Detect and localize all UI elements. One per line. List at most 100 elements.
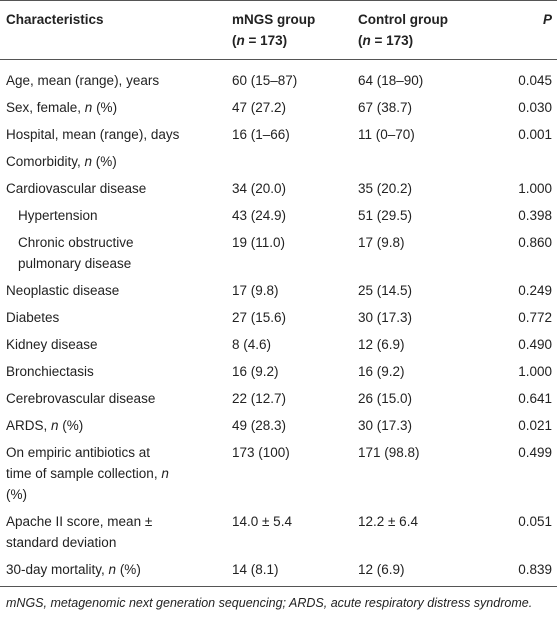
table-row: Sex, female, n (%) 47 (27.2) 67 (38.7) 0.03…: [0, 94, 557, 121]
cell: 0.772: [518, 310, 552, 325]
text-segment: n: [108, 562, 117, 577]
cell: 14 (8.1): [226, 556, 352, 587]
row-label: Cerebrovascular disease: [0, 385, 226, 412]
cell: 14.0 ± 5.4: [232, 514, 292, 529]
cell: 173 (100): [232, 445, 290, 460]
text-segment: (: [358, 33, 363, 48]
row-label: ARDS, n (%): [0, 412, 226, 439]
cell: [352, 148, 492, 175]
cell: 171 (98.8): [358, 445, 420, 460]
row-label: Neoplastic disease: [0, 277, 226, 304]
row-label: Diabetes: [0, 304, 226, 331]
text-segment: Cardiovascular disease: [6, 181, 147, 196]
row-label: Bronchiectasis: [0, 358, 226, 385]
header-row: Characteristics mNGS group (n = 173) Contro…: [0, 0, 557, 60]
row-label: Hospital, mean (range), days: [0, 121, 226, 148]
table-body: Age, mean (range), years 60 (15–87) 64 (18…: [0, 60, 557, 587]
cell: 0.499: [518, 445, 552, 460]
table-row: Apache II score, mean ± standard deviatio…: [0, 508, 557, 556]
text-segment: (%): [58, 418, 84, 433]
cell: 0.051: [518, 514, 552, 529]
cell: 12.2 ± 6.4: [358, 514, 418, 529]
text-segment: Bronchiectasis: [6, 364, 94, 379]
table-row: ARDS, n (%) 49 (28.3) 30 (17.3) 0.021: [0, 412, 557, 439]
cell: 0.045: [518, 73, 552, 88]
table-row: Diabetes 27 (15.6) 30 (17.3) 0.772: [0, 304, 557, 331]
text-segment: Apache II score, mean ±: [6, 514, 153, 529]
text-segment: Diabetes: [6, 310, 60, 325]
text-segment: On empiric antibiotics at: [6, 445, 151, 460]
cell: 16 (9.2): [232, 364, 279, 379]
text-segment: Comorbidity,: [6, 154, 85, 169]
text-segment: standard deviation: [6, 535, 117, 550]
table-row: Kidney disease 8 (4.6) 12 (6.9) 0.490: [0, 331, 557, 358]
row-label: Age, mean (range), years: [0, 60, 226, 95]
table-row: Neoplastic disease 17 (9.8) 25 (14.5) 0.249: [0, 277, 557, 304]
header-cell: P: [492, 0, 557, 60]
cell: 35 (20.2): [358, 181, 413, 196]
text-segment: time of sample collection,: [6, 466, 162, 481]
text-segment: Neoplastic disease: [6, 283, 120, 298]
cell: 1.000: [518, 364, 552, 379]
cell: 12 (6.9): [358, 337, 405, 352]
cell: 0.839: [492, 556, 557, 587]
cell: 1.000: [518, 181, 552, 196]
data-table: Characteristics mNGS group (n = 173) Contro…: [0, 0, 557, 587]
cell: 0.398: [518, 208, 552, 223]
text-segment: (%): [92, 100, 118, 115]
cell: 47 (27.2): [232, 100, 287, 115]
row-label: Sex, female, n (%): [0, 94, 226, 121]
cell: 26 (15.0): [358, 391, 413, 406]
text-segment: Characteristics: [6, 12, 104, 27]
header-cell: Control group (n = 173): [352, 0, 492, 60]
cell: 64 (18–90): [358, 73, 424, 88]
text-segment: Sex, female,: [6, 100, 85, 115]
cell: 16 (1–66): [232, 127, 290, 142]
cell: 19 (11.0): [232, 235, 286, 250]
row-label: On empiric antibiotics at time of sample …: [0, 439, 226, 508]
text-segment: n: [236, 33, 245, 48]
text-segment: (%): [92, 154, 117, 169]
table-row: Hypertension 43 (24.9) 51 (29.5) 0.398: [0, 202, 557, 229]
text-segment: mNGS group: [232, 12, 316, 27]
cell: 17 (9.8): [358, 235, 405, 250]
text-segment: n: [362, 33, 371, 48]
cell: 16 (9.2): [358, 364, 405, 379]
text-segment: pulmonary disease: [18, 256, 132, 271]
text-segment: Hypertension: [18, 208, 98, 223]
table-row: On empiric antibiotics at time of sample …: [0, 439, 557, 508]
cell: 0.860: [518, 235, 552, 250]
cell: 0.641: [518, 391, 552, 406]
text-segment: = 173): [370, 33, 414, 48]
cell: 60 (15–87): [232, 73, 298, 88]
text-segment: Kidney disease: [6, 337, 98, 352]
text-segment: Chronic obstructive: [18, 235, 134, 250]
table-row: Bronchiectasis 16 (9.2) 16 (9.2) 1.000: [0, 358, 557, 385]
text-segment: (%): [116, 562, 141, 577]
text-segment: n: [84, 154, 93, 169]
cell: 30 (17.3): [358, 418, 413, 433]
cell: 30 (17.3): [358, 310, 413, 325]
row-label: Chronic obstructive pulmonary disease: [0, 229, 226, 277]
text-segment: Age, mean (range), years: [6, 73, 160, 88]
table-row: Hospital, mean (range), days 16 (1–66) 11 …: [0, 121, 557, 148]
cell: 27 (15.6): [232, 310, 287, 325]
cell: 11 (0–70): [358, 127, 415, 142]
cell: 22 (12.7): [232, 391, 287, 406]
cell: 0.021: [518, 418, 552, 433]
cell: 0.249: [518, 283, 552, 298]
text-segment: ARDS,: [6, 418, 52, 433]
text-segment: P: [542, 12, 552, 27]
row-label: Kidney disease: [0, 331, 226, 358]
row-label: 30-day mortality, n (%): [0, 556, 226, 587]
text-segment: n: [84, 100, 93, 115]
text-segment: n: [51, 418, 59, 433]
cell: 17 (9.8): [232, 283, 279, 298]
table-row: Cardiovascular disease 34 (20.0) 35 (20.2)…: [0, 175, 557, 202]
cell: 49 (28.3): [232, 418, 287, 433]
text-segment: = 173): [244, 33, 288, 48]
cell: 0.490: [518, 337, 552, 352]
table-row: Cerebrovascular disease 22 (12.7) 26 (15.0…: [0, 385, 557, 412]
table-header: Characteristics mNGS group (n = 173) Contro…: [0, 0, 557, 60]
row-label: Hypertension: [0, 202, 226, 229]
